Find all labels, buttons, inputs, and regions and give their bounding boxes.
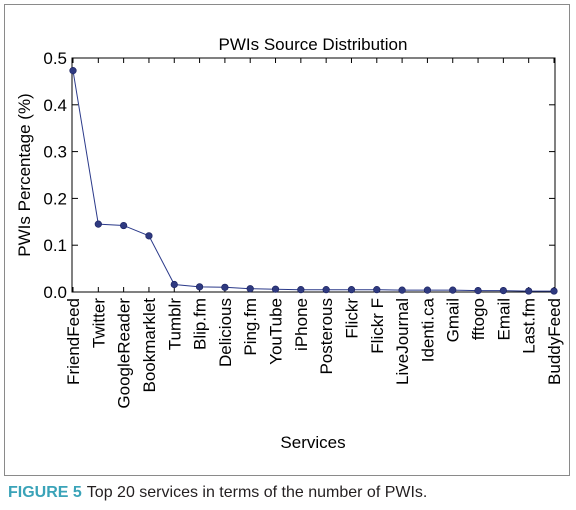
data-point (221, 283, 229, 291)
x-axis-ticks: FriendFeed Twitter GoogleReader Bookmarklet… (64, 58, 564, 409)
x-tick-label: Twitter (89, 298, 108, 348)
x-tick-label: Flickr (342, 298, 361, 339)
x-tick-label: LiveJournal (393, 298, 412, 385)
data-point (271, 285, 280, 293)
chart: PWIs Source Distribution 0.0 0.1 0.2 0.3 0.4… (15, 35, 564, 452)
data-point (145, 232, 153, 240)
x-tick-label: iPhone (292, 298, 311, 351)
y-tick-label: 0.3 (43, 143, 67, 162)
data-point (398, 286, 406, 294)
x-tick-label: YouTube (267, 298, 286, 365)
data-point (474, 286, 482, 295)
x-tick-label: Email (494, 298, 513, 341)
data-markers (69, 67, 558, 295)
data-point (347, 286, 356, 294)
data-point (94, 220, 102, 228)
x-tick-label: Identi.ca (418, 297, 437, 362)
x-tick-label: Blip.fm (191, 298, 210, 350)
data-point (246, 285, 254, 293)
y-tick-label: 0.4 (43, 96, 67, 115)
data-point (373, 286, 381, 294)
x-tick-label: Gmail (444, 298, 463, 342)
y-tick-label: 0.1 (43, 236, 67, 255)
data-point (120, 221, 128, 230)
data-point (322, 286, 330, 294)
data-point (550, 287, 558, 295)
x-tick-label: Posterous (317, 298, 336, 375)
data-point (195, 283, 204, 291)
chart-title: PWIs Source Distribution (219, 35, 408, 54)
y-axis-label: PWIs Percentage (%) (15, 93, 34, 256)
data-point (449, 286, 457, 294)
x-axis-label: Services (280, 433, 345, 452)
caption-label: FIGURE 5 (8, 484, 82, 501)
y-axis-ticks: 0.0 0.1 0.2 0.3 0.4 0.5 (43, 49, 555, 302)
data-point (423, 286, 432, 294)
data-point (170, 280, 178, 289)
x-tick-label: Ping.fm (241, 298, 260, 356)
y-tick-label: 0.2 (43, 189, 67, 208)
y-tick-label: 0.5 (43, 49, 67, 68)
figure-frame (4, 4, 570, 476)
x-tick-label: BuddyFeed (545, 298, 564, 385)
caption-text: Top 20 services in terms of the number o… (86, 484, 428, 501)
x-tick-label: Tumblr (165, 298, 184, 351)
y-tick-label: 0.0 (43, 283, 67, 302)
x-tick-label: Delicious (216, 298, 235, 367)
x-tick-label: Last.fm (520, 298, 539, 354)
series-line (72, 70, 554, 292)
x-tick-label: GoogleReader (115, 298, 134, 409)
data-point (69, 67, 77, 75)
data-point (499, 286, 507, 295)
x-tick-label: Bookmarklet (140, 298, 159, 393)
x-tick-label: fftogo (469, 298, 488, 340)
figure-caption: FIGURE 5 Top 20 services in terms of the … (8, 484, 427, 502)
plot-area (71, 57, 556, 293)
data-point (297, 286, 305, 294)
x-tick-label: Flickr F (368, 298, 387, 354)
data-point (525, 287, 533, 295)
x-tick-label: FriendFeed (64, 298, 83, 385)
